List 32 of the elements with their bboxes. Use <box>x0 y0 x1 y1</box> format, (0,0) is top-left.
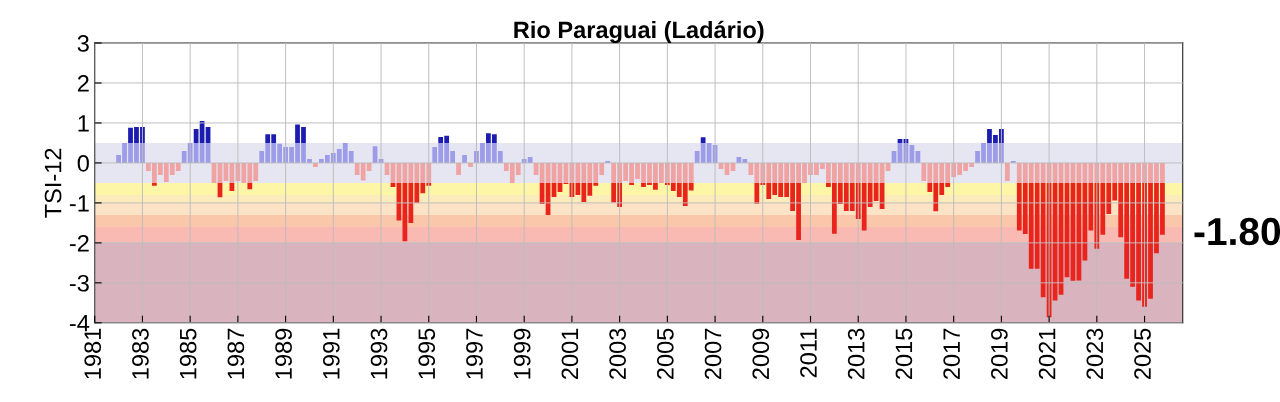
x-tick-label: 1985 <box>179 328 197 379</box>
x-tick-label: 2013 <box>847 328 865 379</box>
y-tick-label: -3 <box>69 274 89 292</box>
x-tick-label: 1991 <box>322 328 340 379</box>
y-tick-label: 1 <box>78 115 89 132</box>
chart-title: Rio Paraguai (Ladário) <box>514 20 764 44</box>
x-tick-label: 1983 <box>132 328 149 379</box>
annotation: -1.80 <box>1194 217 1280 246</box>
x-tick-label: 1993 <box>370 328 388 379</box>
y-axis-title: TSI-12 <box>44 148 62 218</box>
x-tick-label: 1989 <box>275 328 292 379</box>
x-tick-label: 2021 <box>1038 328 1056 379</box>
x-tick-label: 1995 <box>418 328 436 379</box>
y-tick-label: 0 <box>77 154 89 172</box>
y-tick-label: -2 <box>69 234 89 252</box>
x-tick-label: 2011 <box>800 328 817 378</box>
x-tick-label: 2005 <box>656 328 674 379</box>
x-tick-label: 2015 <box>895 328 913 379</box>
x-tick-label: 2017 <box>943 328 961 379</box>
x-tick-label: 1987 <box>227 328 245 379</box>
x-tick-label: 2007 <box>704 328 722 379</box>
x-tick-label: 2003 <box>609 328 626 379</box>
x-tick-label: 2019 <box>991 328 1008 379</box>
y-tick-label: 2 <box>77 75 89 92</box>
y-tick-label: -1 <box>69 195 89 212</box>
x-tick-label: 2001 <box>561 328 579 379</box>
x-tick-label: 2009 <box>752 328 770 379</box>
x-tick-label: 1997 <box>466 328 483 379</box>
x-tick-label: 2023 <box>1086 328 1104 379</box>
x-tick-label: 1999 <box>513 328 531 379</box>
y-tick-label: 3 <box>77 35 89 52</box>
x-tick-label: 2025 <box>1134 328 1151 379</box>
